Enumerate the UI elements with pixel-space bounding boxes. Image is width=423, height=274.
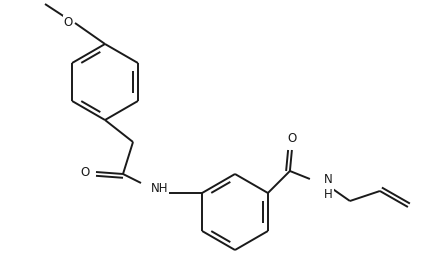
Text: NH: NH	[151, 181, 168, 195]
Text: N
H: N H	[324, 173, 332, 201]
Text: O: O	[287, 132, 297, 145]
Text: O: O	[81, 165, 90, 178]
Text: O: O	[64, 16, 73, 28]
